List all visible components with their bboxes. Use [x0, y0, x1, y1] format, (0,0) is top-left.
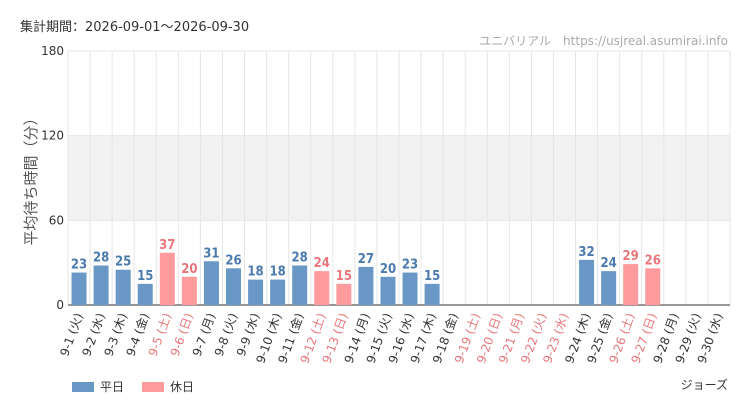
bar-value-label: 20	[380, 262, 396, 277]
legend-label-holiday: 休日	[170, 380, 195, 394]
bar	[424, 283, 440, 305]
bar-value-label: 37	[159, 238, 175, 253]
bar	[645, 268, 661, 305]
attraction-name: ジョーズ	[680, 378, 728, 392]
legend-item-weekday: 平日	[72, 378, 124, 395]
bar-value-label: 18	[247, 265, 263, 280]
legend-item-holiday: 休日	[142, 378, 194, 395]
bar-value-label: 15	[137, 269, 153, 284]
period-label: 集計期間：2026-09-01～2026-09-30	[20, 20, 250, 35]
bar	[380, 276, 396, 305]
y-tick-label: 0	[56, 298, 64, 312]
bar-value-label: 24	[600, 256, 616, 271]
bar	[336, 283, 352, 305]
bar-value-label: 31	[203, 246, 219, 261]
bar	[203, 261, 219, 305]
bar	[623, 264, 639, 305]
bar-value-label: 15	[336, 269, 352, 284]
bar	[181, 276, 197, 305]
bar-value-label: 25	[115, 255, 131, 270]
bar-value-label: 29	[623, 249, 639, 264]
bar	[137, 283, 153, 305]
y-tick-label: 60	[49, 213, 64, 227]
bar-value-label: 28	[93, 250, 109, 265]
bar	[248, 279, 264, 305]
bar-value-label: 23	[402, 258, 418, 273]
legend-swatch-holiday	[142, 381, 165, 392]
bar	[93, 265, 109, 305]
bar	[159, 252, 175, 305]
bar	[358, 266, 374, 305]
bar-value-label: 23	[71, 258, 87, 273]
bar-value-label: 26	[645, 253, 661, 268]
bar-value-label: 18	[269, 265, 285, 280]
y-axis-label: 平均待ち時間（分）	[22, 110, 40, 245]
bar-value-label: 28	[292, 250, 308, 265]
bar-value-label: 32	[578, 245, 594, 260]
bar	[292, 265, 308, 305]
legend-swatch-weekday	[72, 381, 94, 392]
y-tick-label: 180	[41, 44, 64, 58]
y-tick-label: 120	[41, 129, 64, 143]
site-credit: ユニバリアル https://usjreal.asumirai.info	[479, 34, 728, 48]
bar-value-label: 24	[314, 256, 330, 271]
bar-value-label: 26	[225, 253, 241, 268]
bar	[402, 272, 418, 305]
bar	[270, 279, 286, 305]
bar	[115, 269, 131, 305]
bar-value-label: 27	[358, 252, 374, 267]
bar	[226, 268, 241, 305]
bar	[601, 271, 617, 305]
bar-value-label: 15	[424, 269, 440, 284]
bar	[71, 272, 87, 305]
bar	[314, 271, 330, 305]
bar	[579, 259, 595, 305]
legend-label-weekday: 平日	[100, 380, 125, 394]
bar-value-label: 20	[181, 262, 197, 277]
legend: 平日 休日	[72, 378, 212, 395]
